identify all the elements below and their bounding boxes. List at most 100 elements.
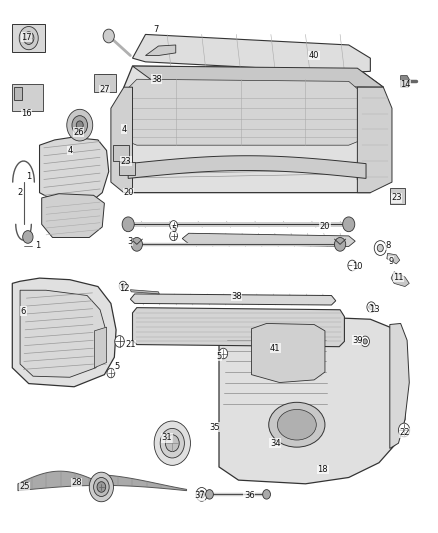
Circle shape [119,281,127,291]
Text: 23: 23 [121,157,131,166]
Circle shape [399,423,410,437]
Polygon shape [133,66,383,87]
Circle shape [76,121,83,130]
Text: 40: 40 [309,51,319,60]
Circle shape [24,32,34,44]
Text: 36: 36 [244,491,254,500]
Circle shape [343,217,355,232]
Polygon shape [20,290,106,377]
Circle shape [154,421,191,465]
Polygon shape [115,66,383,192]
Text: 35: 35 [209,423,220,432]
Circle shape [348,260,357,271]
Text: 6: 6 [21,307,26,316]
Circle shape [170,231,177,241]
Circle shape [131,238,142,251]
Text: 34: 34 [270,439,280,448]
Bar [113,145,130,161]
Ellipse shape [269,402,325,447]
Bar [119,162,135,175]
Text: 31: 31 [162,433,173,442]
Text: 21: 21 [125,340,136,349]
Text: 13: 13 [369,305,380,314]
Circle shape [107,368,115,378]
Polygon shape [131,290,159,294]
Text: 20: 20 [320,222,330,231]
Circle shape [374,241,386,255]
Bar [94,74,116,92]
Bar [14,87,22,100]
Circle shape [89,472,113,502]
Text: 1: 1 [35,241,40,250]
Text: 26: 26 [73,127,84,136]
Circle shape [122,217,134,232]
Text: 4: 4 [121,125,127,134]
Polygon shape [42,193,104,238]
Polygon shape [111,87,133,192]
Text: 38: 38 [231,292,242,301]
Text: 18: 18 [318,465,328,474]
Bar [12,84,43,111]
Circle shape [196,488,207,501]
Ellipse shape [277,409,316,440]
Text: 5: 5 [171,225,176,234]
Circle shape [94,478,109,496]
Circle shape [377,244,383,252]
Text: 4: 4 [67,146,72,155]
Polygon shape [357,87,392,192]
Polygon shape [39,138,109,203]
Text: 1: 1 [26,172,32,181]
Circle shape [205,490,213,499]
Text: 3: 3 [127,237,133,246]
Text: 28: 28 [71,478,81,487]
Text: 16: 16 [21,109,32,118]
Circle shape [97,482,106,492]
Polygon shape [124,79,362,145]
Text: 23: 23 [391,193,402,203]
Circle shape [160,429,184,458]
Circle shape [363,339,367,344]
Text: 27: 27 [99,85,110,94]
Polygon shape [401,76,409,87]
Text: 20: 20 [123,188,134,197]
Polygon shape [145,45,176,55]
Text: 2: 2 [18,188,23,197]
Polygon shape [95,327,106,368]
Polygon shape [12,24,45,52]
Text: 10: 10 [352,262,363,271]
Text: 5: 5 [216,352,222,361]
Text: 5: 5 [115,362,120,371]
Text: 8: 8 [385,241,390,250]
Polygon shape [131,294,336,305]
Circle shape [19,27,38,50]
Polygon shape [387,253,400,264]
Circle shape [103,29,114,43]
Circle shape [23,231,33,243]
Text: 41: 41 [270,344,280,353]
Text: 37: 37 [194,491,205,500]
Text: 22: 22 [400,428,410,437]
Circle shape [335,238,346,251]
Circle shape [72,116,88,135]
Polygon shape [133,308,344,346]
Circle shape [263,490,270,499]
Circle shape [166,435,179,451]
Circle shape [367,302,375,312]
Polygon shape [18,471,187,491]
Circle shape [115,336,124,347]
Text: 11: 11 [393,272,404,281]
Circle shape [67,109,93,141]
Circle shape [199,491,205,498]
Text: 38: 38 [151,75,162,84]
Polygon shape [133,35,371,72]
Circle shape [170,221,177,230]
Circle shape [219,348,228,359]
Polygon shape [219,317,406,484]
Text: 14: 14 [400,80,410,89]
Text: 7: 7 [154,25,159,34]
Circle shape [369,304,373,310]
Polygon shape [182,233,355,246]
Text: 17: 17 [21,33,32,42]
Polygon shape [12,278,116,387]
Polygon shape [251,324,325,383]
